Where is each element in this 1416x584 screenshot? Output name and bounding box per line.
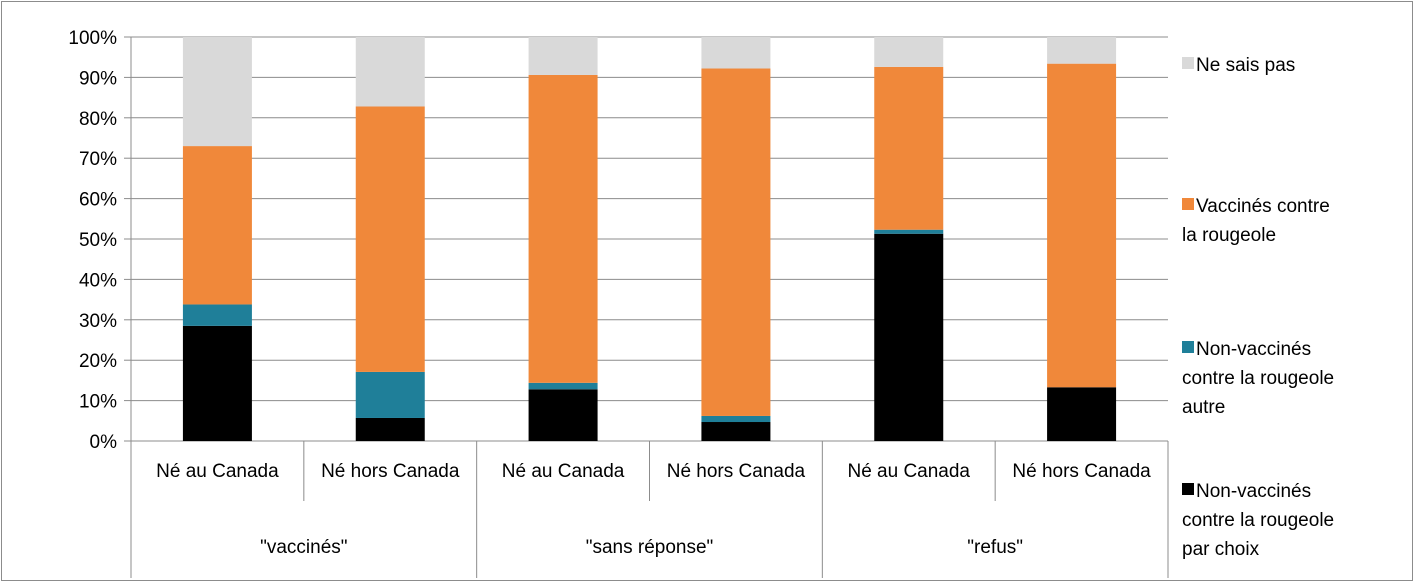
bar-segment bbox=[182, 325, 252, 441]
bar-segment bbox=[355, 371, 425, 418]
y-tick-label: 50% bbox=[79, 230, 117, 251]
x-group-label: "vaccinés" bbox=[260, 537, 347, 558]
legend-swatch bbox=[1182, 198, 1194, 210]
bar-segment bbox=[874, 37, 944, 67]
bar-segment bbox=[1047, 387, 1117, 441]
legend-label: Vaccinés contre la rougeole bbox=[1182, 196, 1330, 246]
y-tick-label: 0% bbox=[90, 432, 118, 453]
legend-label: Non-vaccinés contre la rougeole autre bbox=[1182, 339, 1334, 418]
legend-label: Ne sais pas bbox=[1196, 55, 1295, 76]
bar-segment bbox=[701, 37, 771, 69]
legend-swatch bbox=[1182, 483, 1194, 495]
bar-segment bbox=[1047, 63, 1117, 388]
bar-segment bbox=[182, 37, 252, 147]
y-tick-label: 60% bbox=[79, 190, 117, 211]
y-tick-label: 30% bbox=[79, 311, 117, 332]
bar-segment bbox=[355, 417, 425, 441]
bar-segment bbox=[874, 233, 944, 441]
y-tick-label: 90% bbox=[79, 68, 117, 89]
bar-segment bbox=[182, 304, 252, 326]
x-category-label: Né hors Canada bbox=[321, 461, 460, 482]
bar-segment bbox=[528, 37, 598, 75]
bar-segment bbox=[1047, 37, 1117, 64]
y-tick-label: 20% bbox=[79, 351, 117, 372]
x-group-label: "refus" bbox=[967, 537, 1023, 558]
legend-swatch bbox=[1182, 341, 1194, 353]
x-category-label: Né au Canada bbox=[502, 461, 625, 482]
bar-segment bbox=[874, 229, 944, 234]
bar-segment bbox=[701, 68, 771, 416]
legend-swatch bbox=[1182, 57, 1194, 69]
bar-segment bbox=[701, 422, 771, 441]
y-tick-label: 40% bbox=[79, 270, 117, 291]
x-category-label: Né hors Canada bbox=[667, 461, 806, 482]
y-tick-label: 10% bbox=[79, 392, 117, 413]
legend-label: Non-vaccinés contre la rougeole par choix bbox=[1182, 481, 1334, 560]
bar-segment bbox=[355, 37, 425, 107]
bar-segment bbox=[182, 146, 252, 305]
x-category-label: Né hors Canada bbox=[1012, 461, 1151, 482]
bar-segment bbox=[874, 66, 944, 230]
bar-segment bbox=[528, 74, 598, 383]
x-group-label: "sans réponse" bbox=[586, 537, 714, 558]
bar-segment bbox=[528, 389, 598, 441]
x-category-label: Né au Canada bbox=[847, 461, 970, 482]
y-tick-label: 70% bbox=[79, 149, 117, 170]
bar-segment bbox=[355, 106, 425, 372]
bar-segment bbox=[528, 382, 598, 390]
y-tick-label: 100% bbox=[68, 28, 117, 49]
x-category-label: Né au Canada bbox=[156, 461, 279, 482]
bar-segment bbox=[701, 415, 771, 423]
y-tick-label: 80% bbox=[79, 109, 117, 130]
